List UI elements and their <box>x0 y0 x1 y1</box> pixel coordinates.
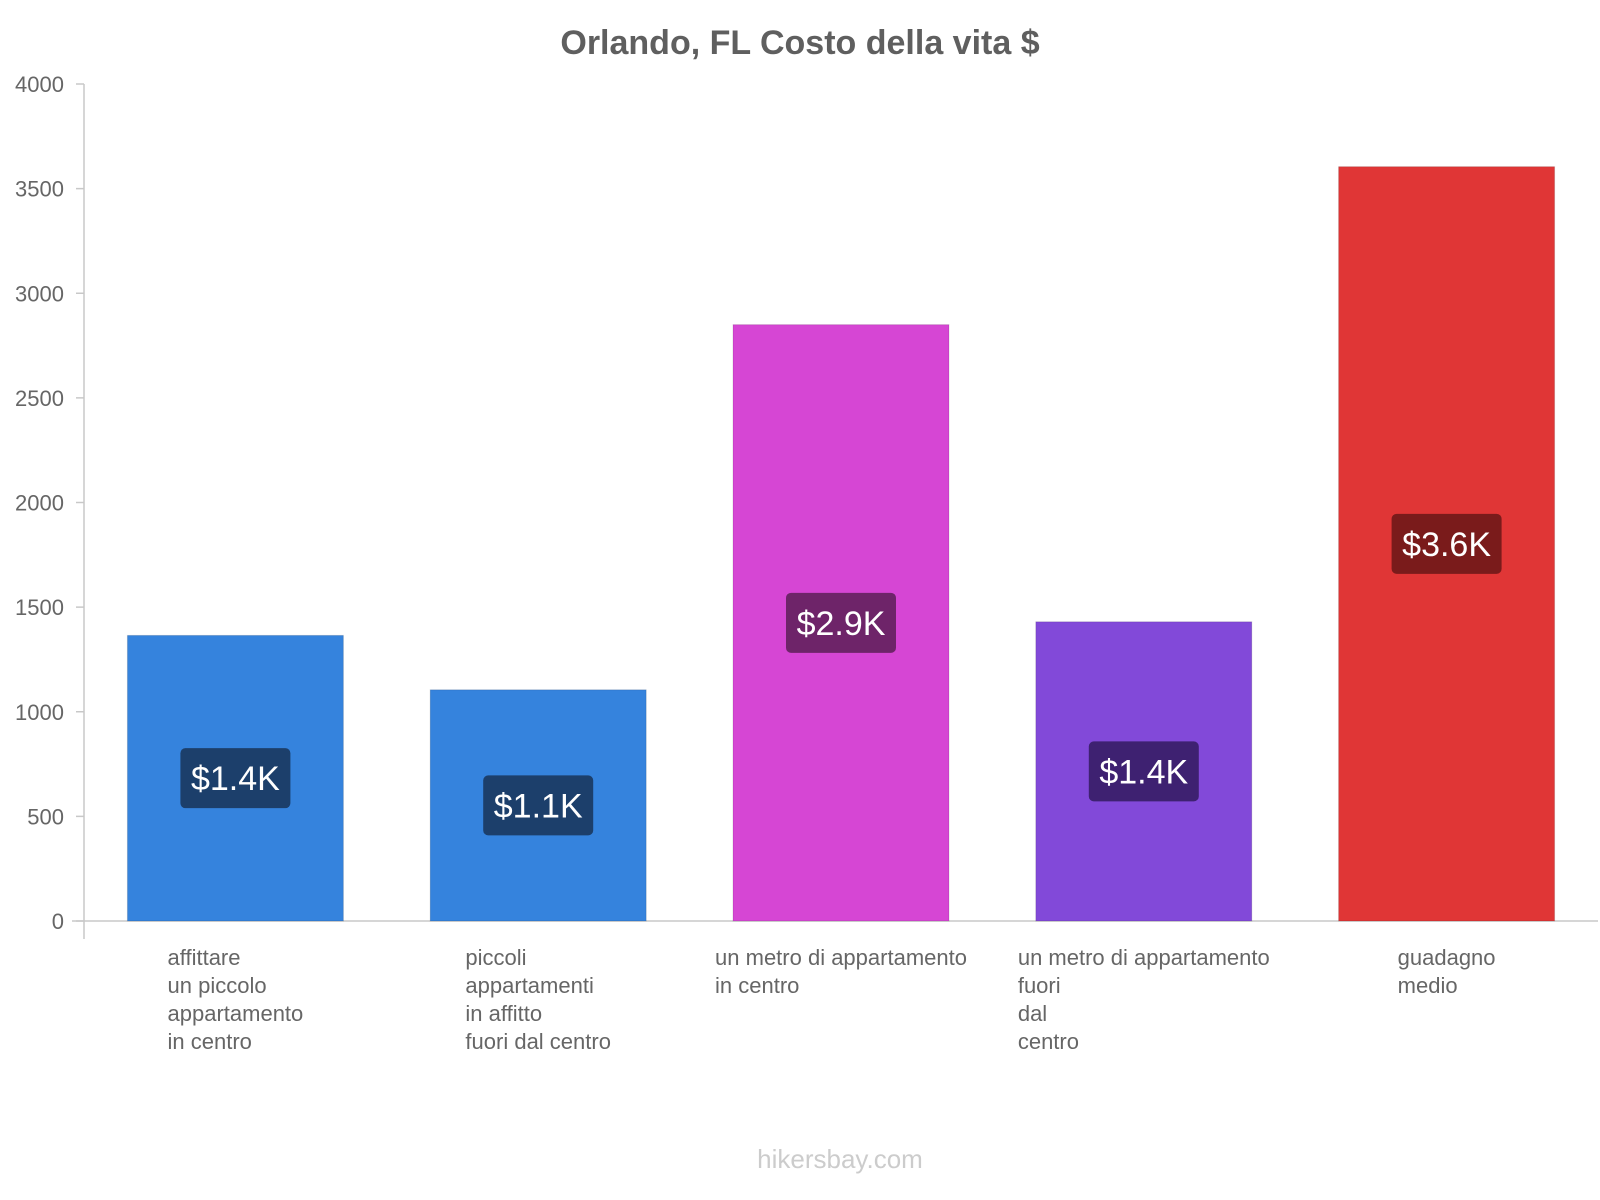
x-tick-label-line: affittare <box>168 945 241 970</box>
x-tick-label-4: un metro di appartamento fuori dal centro <box>1018 945 1270 1054</box>
y-tick-label: 500 <box>27 804 64 829</box>
x-tick-label-line: guadagno <box>1398 945 1496 970</box>
x-tick-label-line: in affitto <box>465 1001 542 1026</box>
x-tick-label-line: fuori <box>1018 973 1061 998</box>
value-label-text: $1.1K <box>494 787 583 825</box>
bars <box>126 166 1556 922</box>
value-label-bg <box>180 748 291 809</box>
x-tick-label-line: un piccolo <box>168 973 267 998</box>
y-tick-label: 1500 <box>15 595 64 620</box>
x-tick-label-line: un metro di appartamento <box>715 945 967 970</box>
watermark: hikersbay.com <box>757 1144 923 1174</box>
value-label-bg <box>483 775 594 836</box>
value-label-3: $2.9K <box>786 592 896 653</box>
value-label-bg <box>1391 513 1502 574</box>
x-tick-label-line: appartamenti <box>465 973 593 998</box>
x-tick-label-line: piccoli <box>465 945 526 970</box>
y-tick-label: 2500 <box>15 386 64 411</box>
y-tick-label: 2000 <box>15 491 64 516</box>
value-label-bg <box>786 592 896 653</box>
x-tick-label-line: in centro <box>715 973 799 998</box>
x-tick-label-5: guadagno medio <box>1398 945 1496 998</box>
y-tick-label: 3500 <box>15 177 64 202</box>
chart-title: Orlando, FL Costo della vita $ <box>560 24 1039 62</box>
x-tick-label-line: un metro di appartamento <box>1018 945 1270 970</box>
value-label-2: $1.1K <box>483 775 594 836</box>
value-label-5: $3.6K <box>1391 513 1502 574</box>
y-tick-label: 3000 <box>15 281 64 306</box>
value-label-4: $1.4K <box>1088 741 1199 802</box>
value-labels: $1.4K $1.1K $2.9K $1.4K $3.6K <box>180 513 1502 836</box>
y-tick-label: 0 <box>52 909 64 934</box>
y-tick-label: 1000 <box>15 700 64 725</box>
x-tick-label-line: fuori dal centro <box>465 1029 611 1054</box>
value-label-1: $1.4K <box>180 748 291 809</box>
y-tick-label: 4000 <box>15 72 64 97</box>
value-label-text: $2.9K <box>797 605 886 643</box>
x-tick-label-line: centro <box>1018 1029 1079 1054</box>
x-tick-label-line: in centro <box>168 1029 252 1054</box>
value-label-text: $1.4K <box>191 760 280 798</box>
value-label-text: $1.4K <box>1099 753 1188 791</box>
x-tick-label-line: medio <box>1398 973 1458 998</box>
x-tick-label-3: un metro di appartamento in centro <box>715 945 967 998</box>
x-tick-label-2: piccoli appartamenti in affitto fuori dal c… <box>465 945 611 1054</box>
x-tick-label-line: dal <box>1018 1001 1047 1026</box>
x-tick-labels: affittare un piccolo appartamento in centro… <box>168 945 1496 1054</box>
value-label-bg <box>1088 741 1199 802</box>
x-tick-label-line: appartamento <box>168 1001 304 1026</box>
value-label-text: $3.6K <box>1402 526 1491 564</box>
x-tick-label-1: affittare un piccolo appartamento in centro <box>168 945 304 1054</box>
